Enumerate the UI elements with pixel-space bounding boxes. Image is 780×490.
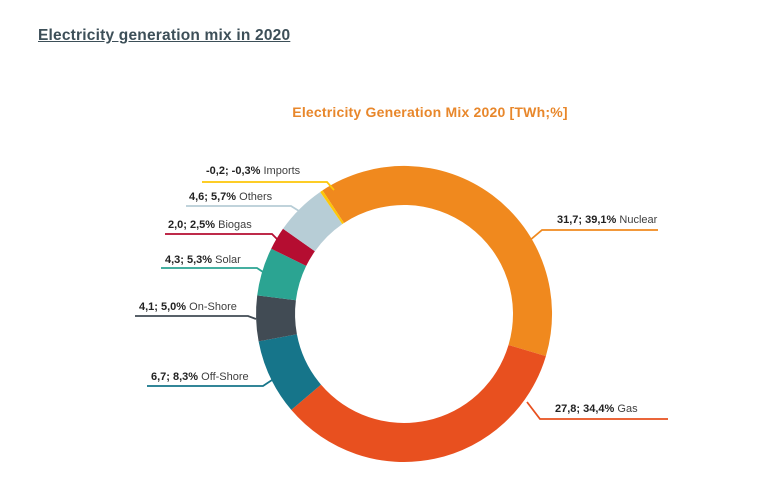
- label-name: Solar: [215, 254, 241, 266]
- label-name: Others: [239, 191, 273, 203]
- label-biogas: 2,0; 2,5% Biogas: [168, 219, 252, 232]
- segment-solar: [257, 248, 307, 301]
- label-value: 4,3; 5,3%: [165, 254, 213, 266]
- label-nuclear: 31,7; 39,1% Nuclear: [557, 214, 657, 227]
- segment-nuclear: [322, 165, 553, 357]
- chart-title: Electricity Generation Mix 2020 [TWh;%]: [292, 104, 568, 120]
- label-imports: -0,2; -0,3% Imports: [206, 165, 300, 178]
- label-name: Gas: [617, 403, 638, 415]
- label-value: 2,0; 2,5%: [168, 219, 216, 231]
- label-name: On-Shore: [189, 301, 237, 313]
- label-others: 4,6; 5,7% Others: [189, 191, 272, 204]
- leader-line-others: [186, 205, 300, 212]
- leader-line-solar: [161, 267, 264, 273]
- label-off-shore: 6,7; 8,3% Off-Shore: [151, 371, 249, 384]
- label-value: 31,7; 39,1%: [557, 214, 617, 226]
- label-name: Biogas: [218, 219, 252, 231]
- label-value: 4,6; 5,7%: [189, 191, 237, 203]
- label-gas: 27,8; 34,4% Gas: [555, 403, 638, 416]
- leader-line-nuclear: [528, 229, 658, 242]
- segment-off-shore: [258, 334, 321, 410]
- leader-line-imports: [202, 181, 335, 191]
- label-value: 27,8; 34,4%: [555, 403, 615, 415]
- segment-biogas: [271, 228, 315, 266]
- label-name: Nuclear: [619, 214, 658, 226]
- segment-gas: [291, 345, 546, 462]
- label-name: Off-Shore: [201, 371, 249, 383]
- label-solar: 4,3; 5,3% Solar: [165, 254, 241, 267]
- leader-line-gas: [526, 401, 668, 420]
- label-value: 4,1; 5,0%: [139, 301, 187, 313]
- leader-line-off-shore: [147, 379, 273, 387]
- label-on-shore: 4,1; 5,0% On-Shore: [139, 301, 237, 314]
- leader-line-on-shore: [135, 315, 257, 320]
- leader-line-biogas: [165, 233, 279, 241]
- segment-others: [283, 192, 343, 252]
- label-value: 6,7; 8,3%: [151, 371, 199, 383]
- segment-imports: [320, 190, 344, 225]
- segment-on-shore: [256, 295, 297, 342]
- label-value: -0,2; -0,3%: [206, 165, 261, 177]
- label-name: Imports: [263, 165, 301, 177]
- page-heading: Electricity generation mix in 2020: [38, 27, 291, 44]
